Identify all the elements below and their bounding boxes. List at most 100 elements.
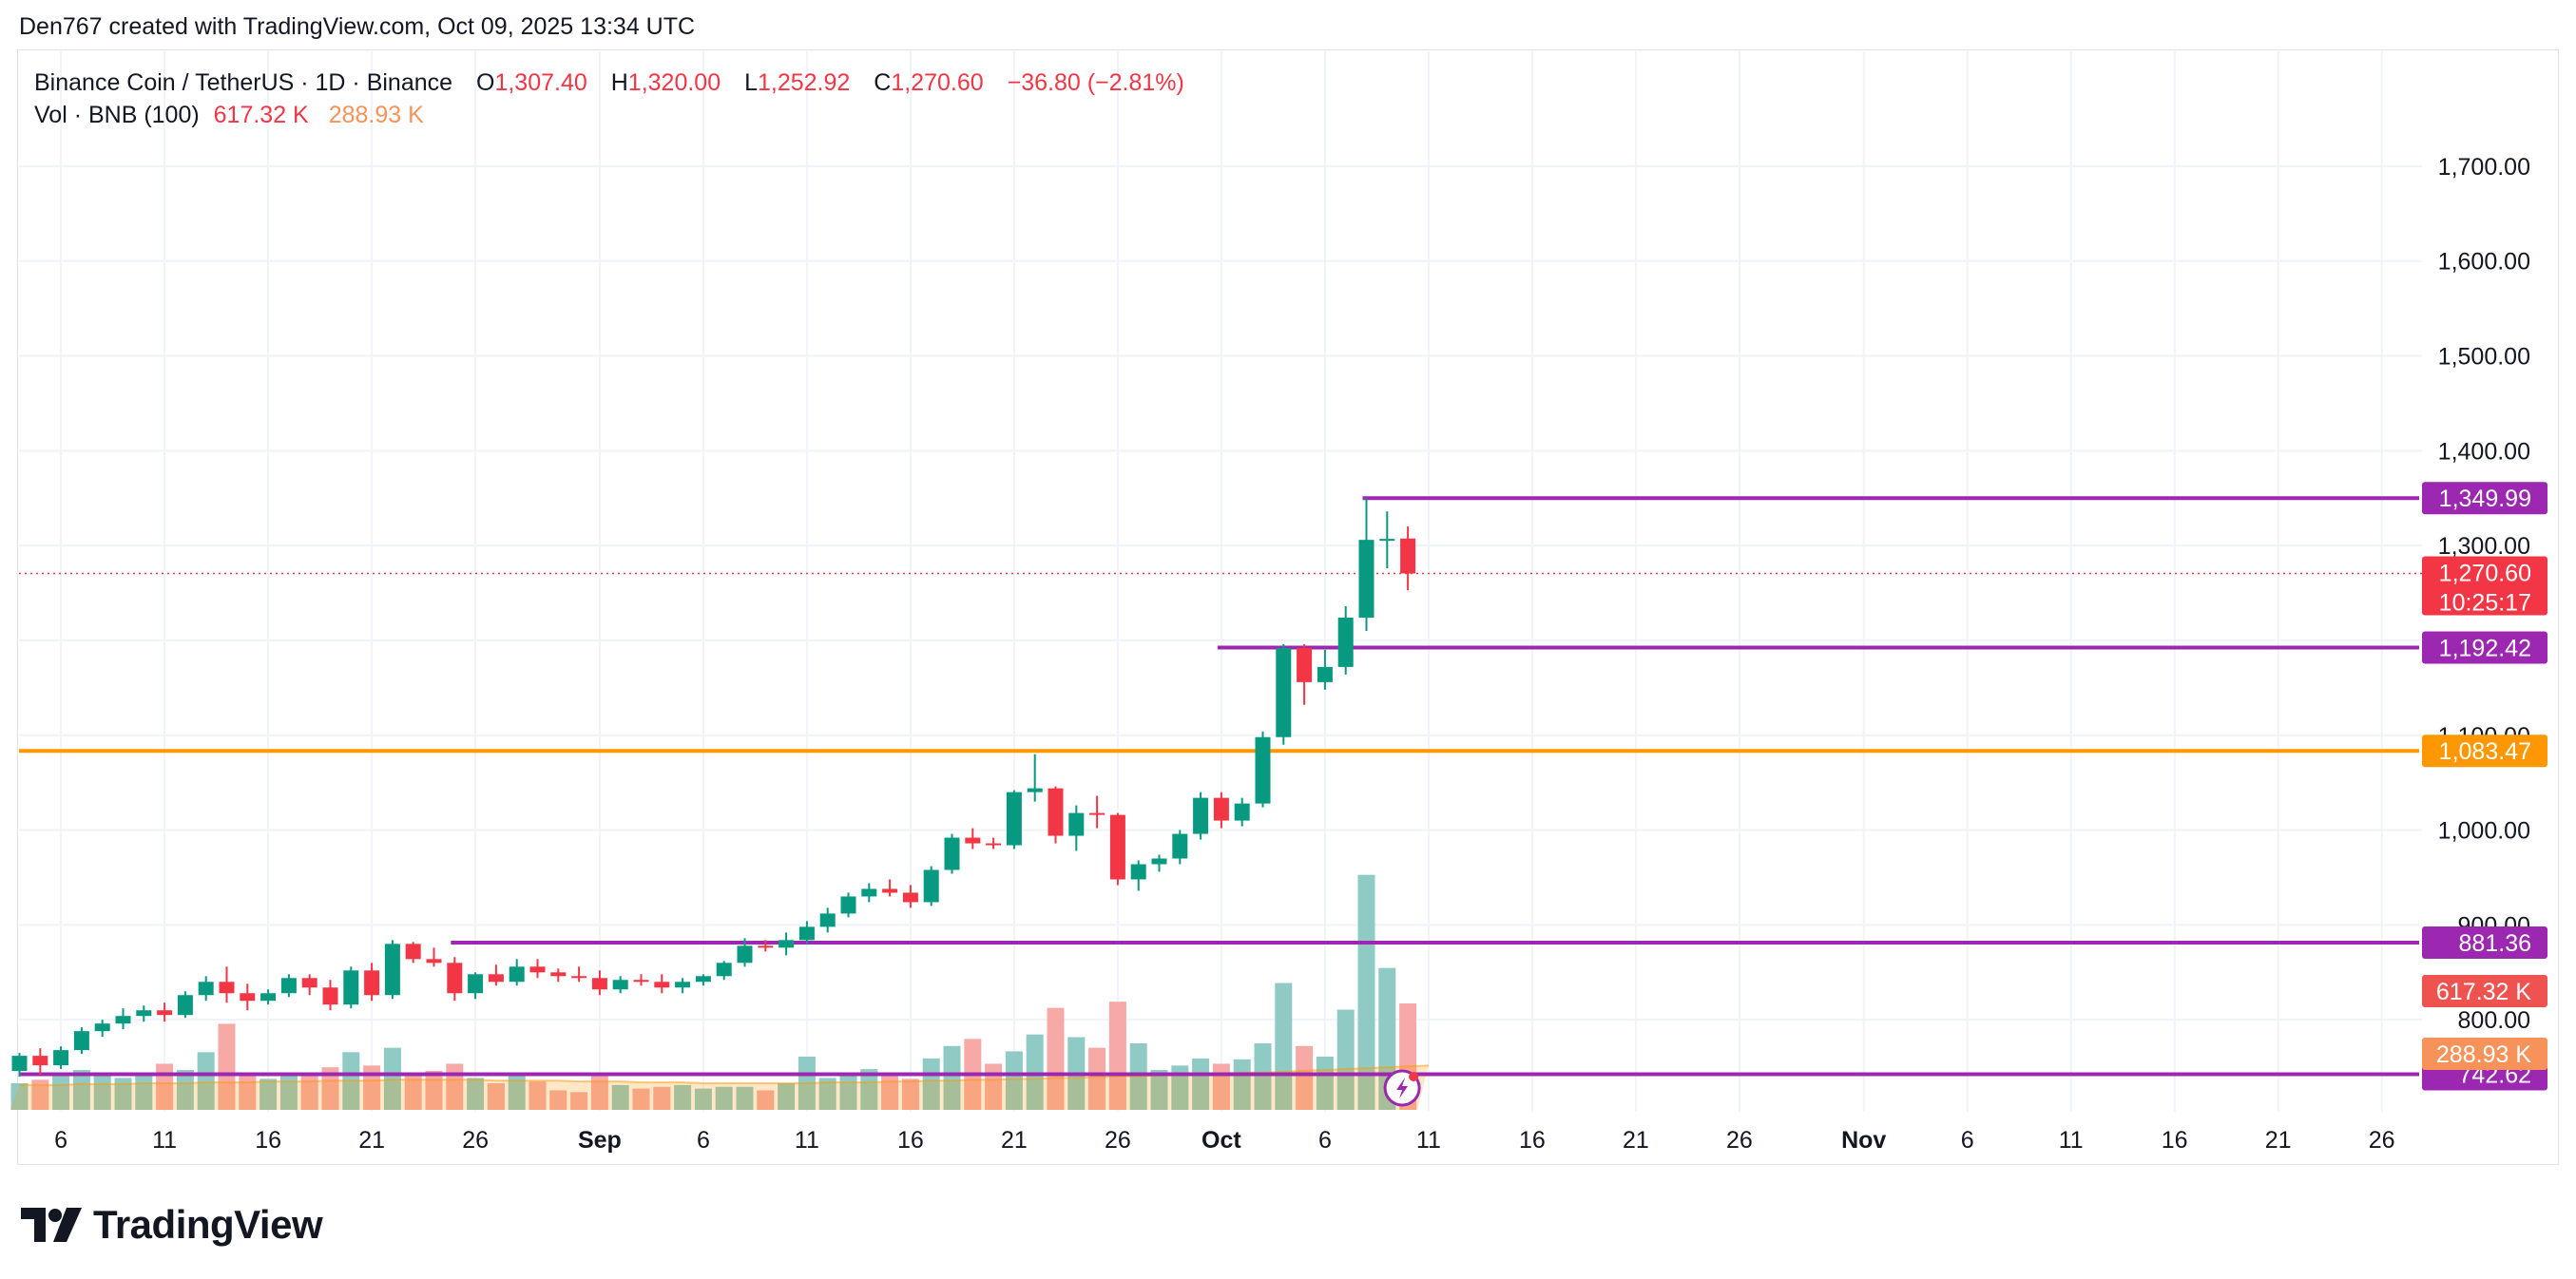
volume-bar	[31, 1079, 49, 1110]
candle-body	[1234, 803, 1250, 821]
time-tick-label: 11	[2059, 1127, 2084, 1154]
chart-grid	[19, 51, 2422, 1112]
high-label: H	[610, 69, 628, 96]
candle-body	[53, 1050, 69, 1066]
candle-body	[343, 970, 359, 1005]
time-tick-label: 21	[2265, 1127, 2292, 1154]
tradingview-logo-icon	[21, 1208, 82, 1242]
candle-body	[1255, 736, 1271, 804]
candle-body	[654, 982, 670, 988]
open-value: 1,307.40	[494, 69, 587, 96]
candle-body	[571, 976, 587, 979]
low-value: 1,252.92	[757, 69, 851, 96]
candle-body	[1276, 647, 1292, 737]
price-tick-label: 1,400.00	[2438, 438, 2530, 465]
candle-body	[177, 995, 193, 1016]
candle-body	[198, 982, 214, 996]
candle-body	[1297, 647, 1313, 682]
time-tick-label: 26	[1105, 1127, 1131, 1154]
candle-body	[819, 913, 836, 927]
price-tick-label: 1,700.00	[2438, 154, 2530, 181]
price-tick-label: 1,600.00	[2438, 249, 2530, 276]
volume-bar	[72, 1070, 90, 1110]
candle-body	[94, 1023, 110, 1032]
volume-bar	[922, 1058, 940, 1110]
price-tick-label: 1,000.00	[2438, 818, 2530, 845]
candle-body	[157, 1010, 173, 1016]
candle-body	[73, 1031, 89, 1051]
close-label: C	[874, 69, 892, 96]
volume-bar	[1254, 1043, 1272, 1110]
candle-body	[1213, 797, 1229, 821]
time-tick-label: Oct	[1201, 1127, 1241, 1154]
chart-legend: Binance Coin / TetherUS · 1D · Binance O…	[34, 67, 1184, 131]
time-tick-label: 11	[152, 1127, 177, 1154]
volume-bar	[321, 1067, 339, 1110]
volume-bar	[279, 1076, 298, 1110]
candle-body	[944, 837, 960, 870]
level-price-tag-label: 1,349.99	[2439, 486, 2531, 512]
time-tick-label: 26	[2369, 1127, 2395, 1154]
volume-tag-label: 617.32 K	[2436, 979, 2531, 1005]
time-tick-label: 6	[54, 1127, 67, 1154]
volume-bar	[632, 1088, 650, 1110]
volume-bar	[1088, 1047, 1106, 1110]
time-tick-label: 6	[1961, 1127, 1974, 1154]
volume-bar	[363, 1065, 381, 1110]
volume-bar	[715, 1086, 733, 1110]
candle-body	[1130, 864, 1146, 880]
candle-body	[11, 1056, 28, 1072]
volume-bar	[611, 1084, 629, 1110]
volume-label[interactable]: Vol · BNB (100)	[34, 102, 200, 128]
volume-tag	[2422, 975, 2547, 1007]
candle-body	[260, 993, 277, 1002]
volume-ma-value: 288.93 K	[328, 102, 424, 128]
candles	[11, 498, 1421, 1107]
time-tick-label: 6	[697, 1127, 710, 1154]
candle-body	[1400, 538, 1416, 574]
brand-logo[interactable]: TradingView	[21, 1202, 323, 1248]
volume-bar	[1150, 1070, 1168, 1110]
volume-bar	[1005, 1051, 1023, 1110]
volume-bar	[10, 1083, 29, 1110]
candle-body	[758, 945, 774, 948]
brand-name: TradingView	[93, 1202, 323, 1247]
candle-body	[840, 896, 856, 914]
candle-body	[861, 888, 877, 897]
volume-bar	[818, 1078, 836, 1110]
time-tick-label: 6	[1318, 1127, 1332, 1154]
candle-body	[219, 982, 235, 994]
candle-body	[509, 966, 525, 983]
candle-body	[923, 869, 939, 903]
candle-body	[882, 888, 898, 893]
volume-bar	[529, 1081, 547, 1110]
volume-bar	[1047, 1007, 1065, 1110]
time-axis: 6 11 16 21 26 Sep 6 11 16 21 26 Oct 6 11 16 21 26 Nov 6 11 1…	[54, 1127, 2394, 1154]
candle-body	[136, 1010, 152, 1017]
change-value: −36.80 (−2.81%)	[1007, 69, 1184, 96]
candle-body	[1006, 792, 1022, 846]
volume-bar	[404, 1074, 422, 1110]
volume-bar	[300, 1074, 318, 1110]
volume-bar	[674, 1084, 692, 1110]
volume-bar	[218, 1023, 236, 1110]
low-label: L	[744, 69, 758, 96]
symbol-title[interactable]: Binance Coin / TetherUS · 1D · Binance	[34, 69, 453, 96]
volume-bar	[1275, 983, 1293, 1110]
candle-body	[364, 970, 380, 996]
candle-body	[468, 974, 484, 994]
volume-bar	[467, 1078, 485, 1110]
candle-body	[1193, 797, 1209, 834]
volume-row: Vol · BNB (100) 617.32 K 288.93 K	[34, 99, 1184, 131]
high-value: 1,320.00	[627, 69, 721, 96]
candle-body	[1089, 812, 1105, 815]
candle-body	[986, 843, 1002, 846]
volume-bar	[549, 1090, 567, 1110]
volume-bar	[197, 1052, 215, 1110]
candle-body	[1379, 539, 1395, 542]
level-price-tag	[2422, 631, 2547, 664]
candle-body	[529, 966, 546, 973]
volume-bar	[487, 1083, 505, 1110]
volume-bar	[1171, 1065, 1189, 1110]
